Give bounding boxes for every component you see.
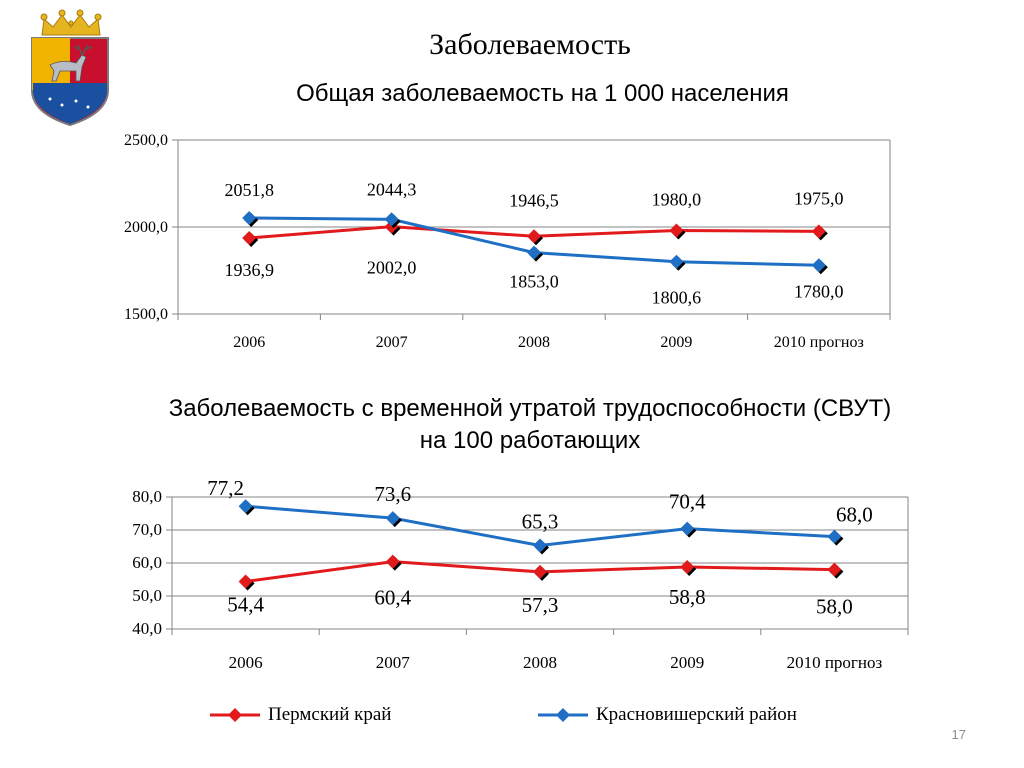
chart2-series-0-point [533, 564, 547, 579]
chart1-series-1-data-label: 1800,6 [652, 288, 702, 308]
chart1-series-0-point [242, 230, 257, 245]
chart1-title: Общая заболеваемость на 1 000 населения [296, 80, 789, 107]
chart1-series-1-point [669, 254, 684, 269]
chart2-series-0-data-label: 58,0 [816, 595, 853, 619]
chart2-series-0-point [385, 554, 400, 569]
chart2-ytick-label: 70,0 [132, 520, 162, 539]
chart1-series-0-data-label: 1936,9 [224, 260, 274, 280]
chart1-series-1-point [527, 245, 541, 260]
legend-item-perm: Пермский край [210, 704, 391, 726]
chart2-series-0-point [827, 562, 842, 577]
chart2-series-1-point [680, 521, 695, 536]
chart2-series-0-data-label: 54,4 [227, 592, 264, 616]
chart2-title: Заболеваемость с временной утратой трудо… [0, 393, 1024, 457]
chart1-series-0-point [669, 223, 684, 238]
coat-of-arms-icon [31, 9, 109, 127]
chart2-xtick-label: 2010 прогноз [787, 653, 883, 672]
legend-krasnovishersk-marker-icon [538, 708, 588, 722]
chart1-ytick-label: 2000,0 [124, 219, 168, 236]
chart1-series-1-data-label: 1853,0 [509, 272, 559, 292]
chart1-series-1-point [811, 258, 826, 273]
chart2-series-0-data-label: 58,8 [669, 585, 706, 609]
chart2-series-1-point [533, 538, 547, 553]
legend-label-krasnovishersk: Красновишерский район [596, 704, 797, 725]
chart2-series-1-data-label: 68,0 [836, 503, 873, 527]
chart2-series-1-point [827, 529, 842, 544]
chart1-xtick-label: 2009 [660, 334, 692, 351]
chart2-title-line2: на 100 работающих [419, 427, 641, 454]
chart2-series-1-data-label: 73,6 [374, 482, 411, 506]
legend-perm-marker-icon [210, 708, 260, 722]
legend-item-krasnovishersk: Красновишерский район [538, 704, 797, 726]
chart2-xtick-label: 2007 [376, 653, 411, 672]
chart1-ytick-label: 1500,0 [124, 306, 168, 323]
chart2-ytick-label: 60,0 [132, 553, 162, 572]
chart1-series-1-data-label: 2051,8 [224, 180, 274, 200]
chart1-series-1-point [384, 212, 399, 227]
chart2-series-0-point [680, 559, 695, 574]
chart2-ytick-label: 40,0 [132, 619, 162, 638]
chart1-series-1-point [242, 210, 257, 225]
chart1-xtick-label: 2006 [233, 334, 265, 351]
chart1-series-0-point [527, 229, 541, 244]
chart2-series-0-data-label: 57,3 [522, 593, 559, 617]
chart2-series-1-point [238, 499, 253, 514]
chart1-series-1-data-label: 2044,3 [367, 179, 417, 199]
chart1-xtick-label: 2010 прогноз [774, 334, 864, 351]
chart1-series-1-data-label: 1780,0 [794, 281, 844, 301]
chart1-xtick-label: 2008 [518, 334, 550, 351]
chart2-ytick-label: 80,0 [132, 487, 162, 506]
chart2-series-0-point [238, 574, 253, 589]
page-number: 17 [951, 727, 966, 742]
chart2-series-0-data-label: 60,4 [374, 586, 411, 610]
chart1-series-0-point [811, 224, 826, 239]
chart1-series-0-data-label: 1980,0 [652, 189, 702, 209]
chart1-series-0-data-label: 2002,0 [367, 258, 417, 278]
chart2-series-1-data-label: 65,3 [522, 510, 559, 534]
chart2-xtick-label: 2006 [229, 653, 263, 672]
chart1-series-0-data-label: 1975,0 [794, 188, 844, 208]
legend: Пермский край Красновишерский район [210, 704, 910, 734]
slide-title: Заболеваемость [429, 28, 631, 61]
legend-label-perm: Пермский край [268, 704, 392, 725]
chart2-xtick-label: 2009 [670, 653, 704, 672]
chart2-ytick-label: 50,0 [132, 586, 162, 605]
chart2-series-1-point [385, 511, 400, 526]
chart2-series-1-data-label: 77,2 [207, 476, 244, 500]
chart1-series-0-data-label: 1946,5 [509, 190, 559, 210]
chart1-xtick-label: 2007 [376, 334, 408, 351]
chart2-series-1-data-label: 70,4 [669, 490, 706, 514]
chart1-ytick-label: 2500,0 [124, 132, 168, 149]
chart2-xtick-label: 2008 [523, 653, 557, 672]
chart2-title-line1: Заболеваемость с временной утратой трудо… [168, 395, 892, 422]
